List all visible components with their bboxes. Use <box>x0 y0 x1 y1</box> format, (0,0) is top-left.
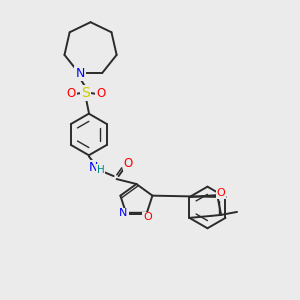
Text: N: N <box>75 67 85 80</box>
Text: N: N <box>89 161 98 174</box>
Text: H: H <box>97 165 105 175</box>
Text: O: O <box>66 87 76 101</box>
Text: S: S <box>82 86 90 100</box>
Text: N: N <box>119 208 128 218</box>
Text: O: O <box>217 188 226 198</box>
Text: O: O <box>96 87 105 101</box>
Text: O: O <box>143 212 152 222</box>
Text: O: O <box>124 157 133 170</box>
